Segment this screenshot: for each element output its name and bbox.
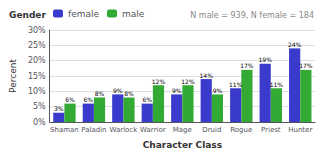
svg-text:8%: 8% — [95, 90, 105, 97]
svg-text:N male = 939, N female = 184: N male = 939, N female = 184 — [190, 11, 314, 20]
svg-text:6%: 6% — [65, 96, 75, 103]
svg-text:0%: 0% — [33, 118, 46, 127]
svg-text:6%: 6% — [142, 96, 152, 103]
svg-text:Warrior: Warrior — [140, 126, 166, 134]
svg-text:Rogue: Rogue — [230, 126, 252, 134]
svg-text:Gender: Gender — [9, 10, 46, 20]
svg-text:Hunter: Hunter — [288, 126, 312, 134]
svg-text:Priest: Priest — [261, 126, 281, 134]
svg-text:14%: 14% — [200, 72, 214, 79]
svg-text:20%: 20% — [28, 56, 46, 65]
svg-text:Druid: Druid — [202, 126, 221, 134]
svg-text:Paladin: Paladin — [81, 126, 106, 134]
svg-text:11%: 11% — [270, 81, 284, 88]
svg-text:17%: 17% — [240, 62, 254, 69]
svg-text:9%: 9% — [213, 87, 223, 94]
svg-text:Shaman: Shaman — [50, 126, 79, 134]
svg-text:Warlock: Warlock — [109, 126, 138, 134]
svg-text:3%: 3% — [54, 105, 64, 112]
svg-text:Character Class: Character Class — [143, 140, 222, 150]
svg-text:12%: 12% — [152, 78, 166, 85]
svg-text:6%: 6% — [84, 96, 94, 103]
svg-text:17%: 17% — [299, 62, 313, 69]
svg-text:24%: 24% — [288, 41, 302, 48]
svg-text:10%: 10% — [28, 87, 46, 96]
svg-text:15%: 15% — [28, 72, 46, 81]
svg-text:9%: 9% — [172, 87, 182, 94]
svg-text:8%: 8% — [124, 90, 134, 97]
svg-text:5%: 5% — [33, 102, 46, 111]
svg-text:30%: 30% — [28, 26, 46, 35]
svg-text:female: female — [68, 9, 99, 19]
svg-text:9%: 9% — [113, 87, 123, 94]
svg-text:Mage: Mage — [173, 126, 192, 134]
svg-text:19%: 19% — [259, 56, 273, 63]
svg-text:Percent: Percent — [8, 59, 18, 93]
svg-text:11%: 11% — [229, 81, 243, 88]
svg-text:12%: 12% — [181, 78, 195, 85]
svg-text:25%: 25% — [28, 41, 46, 50]
svg-text:male: male — [122, 9, 145, 19]
